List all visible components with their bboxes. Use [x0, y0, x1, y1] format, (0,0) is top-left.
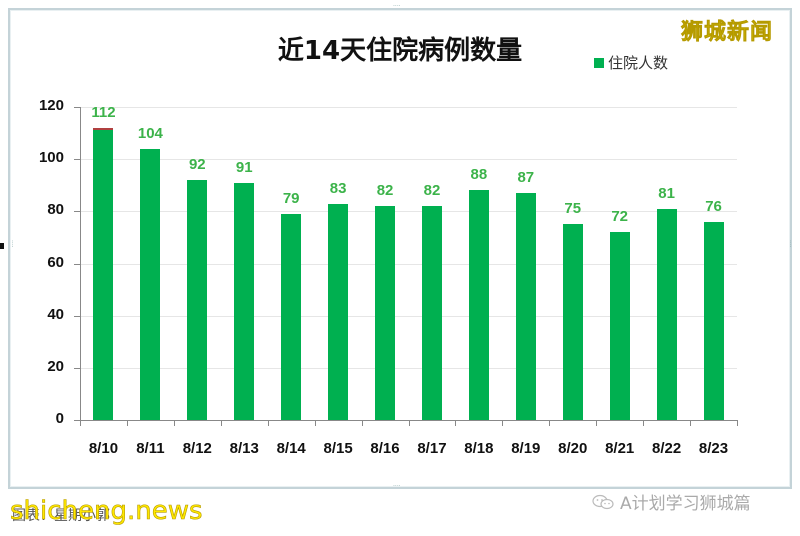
data-label: 76 [705, 197, 722, 215]
data-label: 87 [517, 169, 535, 187]
y-tick [74, 315, 80, 317]
x-tick [690, 420, 692, 426]
y-tick [74, 159, 80, 161]
gridline [80, 159, 737, 161]
x-tick-label: 8/21 [605, 440, 635, 457]
y-tick [74, 211, 80, 213]
x-tick-label: 8/11 [136, 440, 165, 457]
bar[interactable] [375, 206, 396, 420]
x-tick [408, 420, 410, 426]
y-axis [80, 107, 81, 420]
gridline [80, 315, 737, 317]
wechat-watermark: A计划学习狮城篇 [592, 489, 751, 514]
x-tick [737, 420, 738, 426]
resize-handle-top[interactable]: ···· [393, 3, 401, 10]
y-tick [74, 367, 80, 369]
resize-handle-right[interactable]: ···· [786, 240, 793, 248]
x-tick [126, 420, 128, 426]
chart-title: 近14天住院病例数量 [277, 36, 523, 66]
data-label: 83 [329, 179, 347, 197]
data-label: 82 [376, 182, 394, 200]
bar[interactable] [140, 148, 161, 420]
chart-credit: 图表：星期小郭 [12, 508, 110, 524]
wechat-account-name: A计划学习狮城篇 [620, 494, 751, 514]
x-tick-label: 8/22 [651, 440, 682, 457]
resize-handle-left[interactable]: ···· [8, 240, 15, 248]
data-label: 72 [611, 208, 629, 226]
x-tick-label: 8/10 [88, 440, 119, 457]
data-label: 104 [137, 124, 163, 142]
data-label: 79 [282, 189, 300, 207]
y-tick-label: 120 [38, 97, 64, 114]
bar[interactable] [281, 213, 302, 420]
bar[interactable] [187, 180, 208, 420]
bar[interactable] [703, 221, 724, 420]
site-watermark: shicheng.news [10, 496, 203, 527]
x-tick-label: 8/19 [511, 440, 541, 457]
y-tick [74, 263, 80, 265]
x-tick-label: 8/18 [464, 440, 494, 457]
data-label: 112 [91, 103, 116, 121]
y-tick [74, 420, 80, 421]
x-tick [455, 420, 457, 426]
x-tick-label: 8/20 [558, 440, 588, 457]
brand-watermark: 狮城新闻 [681, 20, 774, 46]
resize-handle-bottom[interactable]: ···· [393, 483, 401, 490]
legend: 住院人数 [594, 52, 668, 73]
x-tick [220, 420, 222, 426]
data-label: 75 [564, 200, 582, 218]
x-tick [173, 420, 175, 426]
data-label: 81 [658, 184, 675, 202]
legend-label: 住院人数 [608, 54, 669, 72]
y-tick-label: 0 [55, 410, 64, 427]
bar-cap [93, 127, 114, 130]
y-tick-label: 20 [47, 357, 64, 375]
y-tick-label: 40 [47, 305, 64, 323]
y-tick-label: 100 [38, 149, 64, 167]
y-tick [74, 107, 80, 108]
bar[interactable] [93, 127, 114, 420]
data-label: 82 [423, 182, 441, 200]
x-tick-label: 8/15 [323, 440, 353, 457]
gridline [80, 367, 737, 369]
x-tick-label: 8/16 [370, 440, 400, 457]
selection-marker [0, 243, 4, 249]
bar[interactable] [328, 203, 349, 420]
data-label: 92 [188, 156, 206, 174]
bar[interactable] [468, 190, 489, 420]
x-tick [361, 420, 363, 426]
x-tick-label: 8/12 [182, 440, 212, 457]
x-tick-label: 8/13 [229, 440, 259, 457]
plot-area [80, 107, 737, 420]
wechat-icon [592, 494, 614, 509]
bar[interactable] [609, 232, 630, 420]
data-label: 88 [470, 166, 488, 184]
x-tick [596, 420, 598, 426]
x-tick [502, 420, 504, 426]
y-tick-label: 80 [47, 201, 64, 219]
x-tick-label: 8/23 [698, 440, 729, 457]
bar[interactable] [234, 182, 255, 420]
y-tick-label: 60 [47, 253, 64, 271]
x-tick [267, 420, 269, 426]
x-tick [314, 420, 316, 426]
bar[interactable] [421, 206, 442, 420]
x-tick-label: 8/14 [276, 440, 306, 457]
bar[interactable] [515, 193, 536, 420]
bar[interactable] [656, 208, 677, 420]
gridline [80, 211, 737, 213]
x-tick-label: 8/17 [417, 440, 447, 457]
data-label: 91 [235, 158, 253, 176]
gridline [80, 107, 737, 108]
x-tick [549, 420, 551, 426]
gridline [80, 263, 737, 265]
x-tick [643, 420, 645, 426]
x-tick [80, 420, 81, 426]
legend-swatch [594, 57, 604, 68]
bar[interactable] [562, 224, 583, 420]
